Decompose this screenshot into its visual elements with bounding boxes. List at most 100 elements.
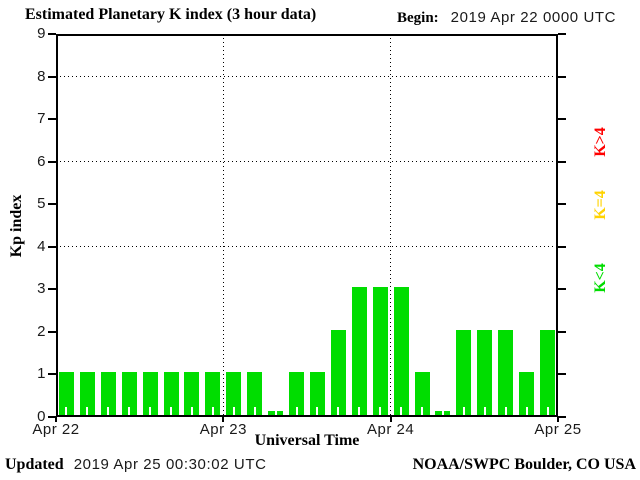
x-day-tick	[55, 417, 57, 422]
kp-bar	[498, 329, 514, 415]
bar-slot-tick	[190, 407, 193, 415]
legend-label-k-gt-4: K>4	[592, 127, 609, 157]
footer-updated: Updated 2019 Apr 25 00:30:02 UTC	[5, 456, 267, 474]
begin-block: Begin: 2019 Apr 22 0000 UTC	[397, 9, 616, 27]
kp-bar	[100, 372, 116, 415]
y-axis-tick	[48, 330, 56, 333]
y-axis-tick	[48, 160, 56, 163]
updated-label: Updated	[5, 456, 64, 473]
y-axis-tick-right	[558, 118, 566, 121]
gridline-y	[56, 75, 558, 77]
y-axis-tick-right	[558, 203, 566, 206]
y-axis-tick	[48, 416, 56, 418]
day-boundary-line	[390, 34, 392, 417]
kp-bar	[351, 287, 367, 415]
kp-bar	[79, 372, 95, 415]
bar-slot-tick	[128, 407, 131, 415]
kp-bar	[456, 329, 472, 415]
y-tick-label: 6	[37, 152, 46, 170]
bar-slot-tick	[107, 407, 110, 415]
bar-slot-tick	[483, 407, 486, 415]
begin-label: Begin:	[397, 10, 439, 26]
updated-value: 2019 Apr 25 00:30:02 UTC	[73, 456, 267, 473]
x-day-label: Apr 22	[32, 421, 80, 438]
y-axis-tick-right	[558, 33, 566, 35]
y-axis-tick	[48, 245, 56, 248]
bar-slot-tick	[316, 407, 319, 415]
source-credit: NOAA/SWPC Boulder, CO USA	[412, 456, 636, 473]
kp-bar	[205, 372, 221, 415]
kp-bar	[226, 372, 242, 415]
x-day-label: Apr 24	[367, 421, 415, 438]
kp-bar	[247, 372, 263, 415]
bar-slot-tick	[211, 407, 214, 415]
bar-slot-tick	[65, 407, 68, 415]
bar-slot-tick	[274, 407, 277, 415]
y-tick-label: 5	[37, 195, 46, 213]
bar-slot-tick	[295, 407, 298, 415]
x-day-tick	[222, 417, 225, 422]
bar-slot-tick	[441, 407, 444, 415]
kp-bar	[477, 329, 493, 415]
kp-bar	[309, 372, 325, 415]
kp-bar	[330, 329, 346, 415]
y-tick-label: 9	[37, 25, 46, 42]
bar-slot-tick	[546, 407, 549, 415]
bar-slot-tick	[379, 407, 382, 415]
y-axis-tick-right	[558, 330, 566, 333]
kp-bar	[58, 372, 74, 415]
bar-slot-tick	[170, 407, 173, 415]
legend-label-k-eq-4: K=4	[592, 190, 609, 220]
x-day-tick	[389, 417, 392, 422]
y-axis-tick-right	[558, 160, 566, 163]
bar-slot-tick	[337, 407, 340, 415]
y-tick-label: 0	[37, 408, 46, 425]
kp-bar	[163, 372, 179, 415]
y-axis-tick	[48, 33, 56, 35]
bar-slot-tick	[504, 407, 507, 415]
y-axis-tick	[48, 203, 56, 206]
bar-slot-tick	[421, 407, 424, 415]
y-tick-label: 2	[37, 322, 46, 340]
bar-slot-tick	[86, 407, 89, 415]
bar-slot-tick	[253, 407, 256, 415]
y-tick-label: 1	[37, 365, 46, 383]
bar-slot-tick	[232, 407, 235, 415]
day-boundary-line	[222, 34, 224, 417]
bar-slot-tick	[149, 407, 152, 415]
plot-area	[56, 34, 558, 417]
bar-slot-tick	[358, 407, 361, 415]
y-axis-tick	[48, 373, 56, 376]
kp-bar	[184, 372, 200, 415]
y-axis-tick	[48, 75, 56, 78]
kp-bar	[372, 287, 388, 415]
bar-slot-tick	[525, 407, 528, 415]
y-axis-tick-right	[558, 416, 566, 418]
bar-slot-tick	[400, 407, 403, 415]
gridline-y	[56, 160, 558, 162]
legend-label-k-lt-4: K<4	[592, 263, 609, 293]
kp-bar	[414, 372, 430, 415]
kp-bar	[540, 329, 556, 415]
y-axis-tick-right	[558, 245, 566, 248]
gridline-y	[56, 245, 558, 247]
y-tick-label: 4	[37, 237, 46, 255]
x-axis-title: Universal Time	[254, 432, 360, 449]
y-axis-tick-right	[558, 75, 566, 78]
kp-bar	[289, 372, 305, 415]
y-axis-tick-right	[558, 373, 566, 376]
y-tick-label: 8	[37, 67, 46, 85]
y-axis-tick	[48, 118, 56, 121]
y-axis-tick-right	[558, 288, 566, 291]
kp-bar	[519, 372, 535, 415]
y-tick-label: 7	[37, 110, 46, 128]
bar-slot-tick	[462, 407, 465, 415]
kp-bar	[393, 287, 409, 415]
y-tick-label: 3	[37, 280, 46, 298]
x-day-label: Apr 25	[534, 421, 582, 438]
x-day-label: Apr 23	[199, 421, 247, 438]
page-title: Estimated Planetary K index (3 hour data…	[25, 6, 317, 23]
kp-bar	[121, 372, 137, 415]
kp-bar	[142, 372, 158, 415]
